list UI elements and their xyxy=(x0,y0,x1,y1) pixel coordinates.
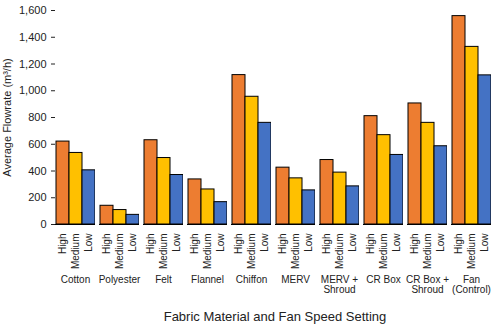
svg-text:Polyester: Polyester xyxy=(99,274,141,285)
svg-text:High: High xyxy=(409,234,420,255)
svg-text:800: 800 xyxy=(28,111,46,123)
svg-text:Medium: Medium xyxy=(114,234,125,270)
svg-text:Medium: Medium xyxy=(466,234,477,270)
svg-text:Low: Low xyxy=(259,233,270,252)
svg-text:High: High xyxy=(145,234,156,255)
svg-text:High: High xyxy=(365,234,376,255)
svg-text:Flannel: Flannel xyxy=(191,274,224,285)
svg-text:Low: Low xyxy=(171,233,182,252)
svg-text:High: High xyxy=(233,234,244,255)
svg-text:Low: Low xyxy=(435,233,446,252)
svg-text:400: 400 xyxy=(28,165,46,177)
svg-text:Low: Low xyxy=(127,233,138,252)
svg-text:Medium: Medium xyxy=(290,234,301,270)
svg-text:1,600: 1,600 xyxy=(19,4,47,16)
svg-text:1,000: 1,000 xyxy=(19,84,47,96)
svg-text:Low: Low xyxy=(215,233,226,252)
svg-text:Medium: Medium xyxy=(202,234,213,270)
svg-text:Low: Low xyxy=(83,233,94,252)
svg-text:1,400: 1,400 xyxy=(19,31,47,43)
svg-text:Low: Low xyxy=(391,233,402,252)
svg-text:Medium: Medium xyxy=(422,234,433,270)
svg-text:High: High xyxy=(189,234,200,255)
svg-text:Medium: Medium xyxy=(334,234,345,270)
svg-text:High: High xyxy=(321,234,332,255)
svg-text:Chiffon: Chiffon xyxy=(236,274,268,285)
svg-text:Cotton: Cotton xyxy=(61,274,90,285)
svg-text:Medium: Medium xyxy=(158,234,169,270)
svg-text:1,200: 1,200 xyxy=(19,58,47,70)
svg-text:Low: Low xyxy=(303,233,314,252)
svg-text:High: High xyxy=(453,234,464,255)
svg-text:Average Flowrate (m³/h): Average Flowrate (m³/h) xyxy=(1,58,13,176)
svg-text:CR Box +Shroud: CR Box +Shroud xyxy=(406,274,449,295)
svg-text:CR Box: CR Box xyxy=(366,274,400,285)
svg-text:Felt: Felt xyxy=(155,274,172,285)
svg-text:Low: Low xyxy=(347,233,358,252)
svg-text:Low: Low xyxy=(479,233,490,252)
html-text:Fabric Material and Fan Speed: Fabric Material and Fan Speed Setting xyxy=(163,309,387,324)
svg-text:MERV: MERV xyxy=(281,274,310,285)
svg-text:High: High xyxy=(101,234,112,255)
svg-text:High: High xyxy=(57,234,68,255)
svg-text:Fan(Control): Fan(Control) xyxy=(452,274,491,295)
svg-text:Medium: Medium xyxy=(70,234,81,270)
svg-text:Medium: Medium xyxy=(378,234,389,270)
svg-text:High: High xyxy=(277,234,288,255)
svg-text:600: 600 xyxy=(28,138,46,150)
svg-text:200: 200 xyxy=(28,191,46,203)
svg-text:Medium: Medium xyxy=(246,234,257,270)
svg-text:MERV +Shroud: MERV +Shroud xyxy=(321,274,358,295)
svg-text:0: 0 xyxy=(40,218,46,230)
